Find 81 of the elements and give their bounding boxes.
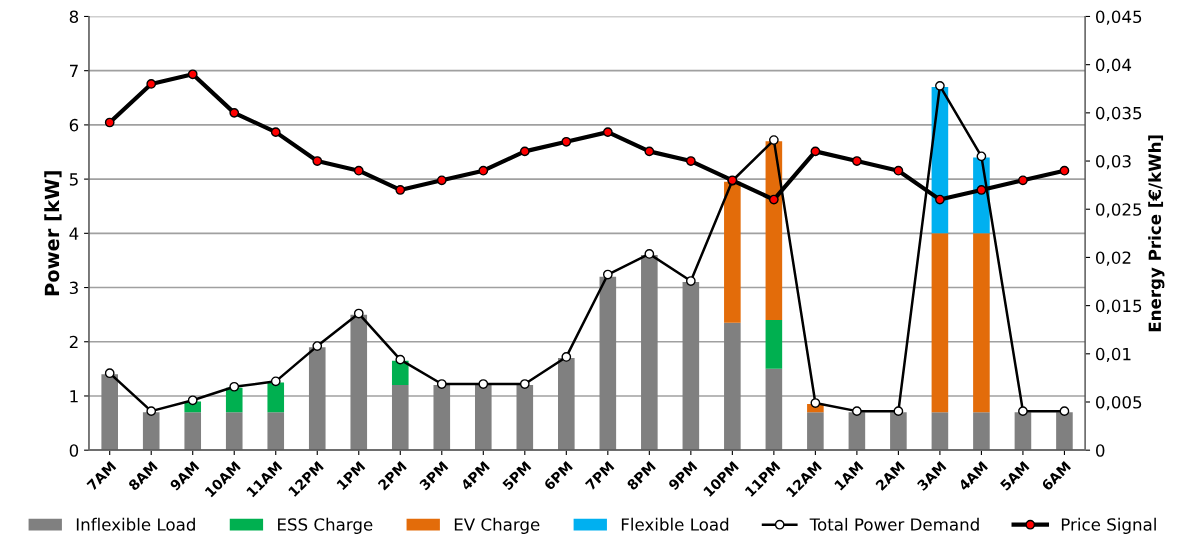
- y-tick-label: 0: [69, 444, 79, 457]
- y2-tick-label: 0,02: [1096, 251, 1131, 266]
- point: [395, 185, 406, 195]
- point: [602, 127, 613, 137]
- bar: [391, 360, 409, 386]
- y-tick-label: 5: [69, 173, 78, 186]
- point: [935, 194, 945, 205]
- y2-tick-label: 0,03: [1096, 155, 1131, 170]
- point: [644, 146, 655, 157]
- point: [229, 381, 240, 392]
- point: [810, 146, 821, 157]
- legend-label: ESS Charge: [278, 517, 373, 534]
- y2-tick-label: 0,035: [1096, 106, 1142, 122]
- point: [312, 156, 323, 166]
- y-axis-title: Power [kW]: [44, 171, 62, 296]
- y-tick-label: 8: [69, 10, 79, 24]
- y-tick-label: 4: [69, 227, 79, 240]
- bar: [765, 320, 783, 369]
- point: [478, 165, 489, 176]
- point: [935, 81, 945, 91]
- point: [104, 368, 115, 379]
- point: [478, 379, 489, 389]
- bar: [765, 141, 783, 321]
- point: [187, 69, 198, 80]
- point: [976, 151, 987, 162]
- legend-label: Flexible Load: [621, 517, 729, 531]
- point: [187, 395, 198, 406]
- point: [146, 79, 157, 89]
- point: [685, 276, 696, 286]
- point: [769, 135, 779, 145]
- y-tick-label: 7: [69, 64, 78, 78]
- legend-label: Inflexible Load: [76, 517, 195, 531]
- y2-tick-label: 0,04: [1096, 58, 1132, 73]
- point: [436, 175, 447, 186]
- y2-tick-label: 0,01: [1096, 347, 1131, 363]
- y2-tick-label: 0,045: [1096, 10, 1142, 25]
- point: [644, 249, 655, 259]
- point: [769, 194, 779, 205]
- point: [353, 165, 364, 176]
- point: [519, 379, 530, 389]
- point: [312, 341, 323, 351]
- point: [685, 156, 696, 166]
- point: [561, 136, 572, 147]
- point: [976, 185, 987, 195]
- point: [1018, 406, 1028, 417]
- point: [1059, 406, 1070, 417]
- y2-tick-label: 0: [1096, 444, 1105, 457]
- point: [602, 269, 613, 280]
- point: [229, 107, 240, 118]
- point: [1059, 165, 1070, 176]
- legend-label: Total Power Demand: [809, 517, 979, 531]
- point: [519, 146, 530, 157]
- y2-tick-label: 0,015: [1096, 299, 1142, 314]
- y2-tick-label: 0,005: [1096, 395, 1142, 411]
- point: [893, 165, 904, 176]
- y2-axis-title: Energy Price [€/kWh]: [1148, 135, 1165, 332]
- point: [270, 376, 281, 387]
- bar: [225, 387, 243, 413]
- legend-label: Price Signal: [1061, 517, 1156, 534]
- point: [852, 156, 862, 166]
- point: [1018, 175, 1028, 186]
- y-tick-label: 3: [69, 281, 78, 295]
- point: [146, 406, 157, 417]
- bar: [973, 233, 990, 413]
- y-tick-label: 1: [70, 390, 78, 403]
- point: [810, 398, 821, 408]
- point: [893, 406, 904, 417]
- y-tick-label: 6: [69, 118, 79, 132]
- bar: [931, 233, 949, 413]
- y-tick-label: 2: [69, 335, 78, 349]
- point: [104, 117, 115, 128]
- point: [395, 354, 406, 365]
- point: [436, 379, 447, 389]
- bar: [267, 382, 285, 413]
- point: [353, 308, 364, 319]
- y2-tick-label: 0,025: [1096, 203, 1142, 218]
- point: [270, 127, 281, 137]
- point: [561, 352, 572, 362]
- bar: [724, 181, 741, 323]
- point: [852, 406, 862, 417]
- legend-label: EV Charge: [454, 517, 540, 534]
